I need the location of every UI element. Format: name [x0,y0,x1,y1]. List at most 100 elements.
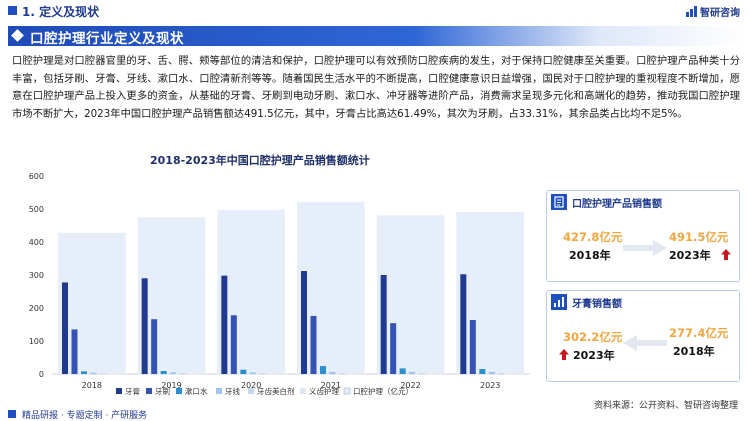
bar-漱口水-2023 [479,369,486,374]
total-bar-2018 [58,232,126,374]
card-right-year: 2023年 [669,249,711,262]
bar-牙膏-2019 [141,278,148,374]
total-bar-2023 [456,211,524,374]
card-label: 牙膏销售额 [572,298,622,310]
brand-logo-icon [686,6,697,17]
bar-牙刷-2023 [469,319,476,374]
sales-bar-chart: 0 100 200 300 400 500 600 2018 2019 2020 2021 2022 2… [29,172,530,396]
bar-漱口水-2021 [320,366,326,374]
bar-牙刷-2019 [151,319,158,374]
bar-牙膏-2021 [301,271,307,374]
bar-牙齿美白剂-2020 [259,373,266,374]
legend-label: 义齿护理 [309,386,339,396]
bar-牙膏-2018 [62,282,68,374]
document-icon [551,194,567,210]
bar-牙线-2020 [249,372,256,374]
legend-swatch [300,388,306,394]
total-bar-2022 [376,215,445,374]
total-bar-2021 [297,202,365,374]
card-left-year: 2023年 [573,349,615,362]
bar-义齿护理-2023 [507,373,514,375]
card-left-value: 427.8亿元 [563,230,623,244]
total-bar-2020 [217,209,285,374]
up-arrow-icon [721,249,731,260]
top-bar: 1. 定义及现状 智研咨询 [0,0,750,24]
legend-label: 口腔护理（亿元） [353,386,413,396]
bar-义齿护理-2022 [428,373,435,375]
bar-牙线-2023 [488,372,495,374]
bar-chart-icon [551,294,567,310]
legend-swatch [216,388,222,394]
bar-义齿护理-2021 [348,373,355,375]
card-right-value: 491.5亿元 [669,230,729,244]
legend-label: 牙刷 [155,387,170,396]
bar-漱口水-2019 [160,371,167,374]
x-tick-label: 2021 [321,381,341,390]
bar-牙刷-2018 [71,329,78,374]
card-toothpaste-sales: 牙膏销售额 302.2亿元 2023年 277.4亿元 2018年 [546,290,740,382]
x-tick-label: 2019 [161,381,181,390]
source-note: 资料来源：公开资料、智研咨询整理 [593,401,738,411]
x-tick-label: 2018 [82,381,102,390]
section-title: 1. 定义及现状 [22,5,100,19]
legend-label: 漱口水 [185,386,208,396]
y-tick-label: 200 [29,304,44,313]
x-tick-label: 2023 [480,381,500,390]
up-arrow-icon [559,349,569,360]
card-left-year: 2018年 [569,249,611,262]
bar-义齿护理-2020 [268,373,275,375]
bar-义齿护理-2019 [189,373,196,375]
legend-swatch [343,387,351,395]
page-title: 口腔护理行业定义及现状 [30,31,184,47]
bar-牙刷-2021 [310,315,317,374]
intro-paragraph: 口腔护理是对口腔器官里的牙、舌、腭、颊等部位的清洁和保护，口腔护理可以有效预防口… [12,55,740,121]
y-tick-label: 400 [29,238,44,247]
bar-漱口水-2020 [240,369,247,374]
chart-title: 2018-2023年中国口腔护理产品销售额统计 [150,154,370,167]
card-left-value: 302.2亿元 [563,330,623,344]
footer: 精品研报 · 专题定制 · 产研服务 [0,408,750,421]
total-bar-2019 [137,217,206,374]
card-header: 牙膏销售额 [547,291,739,313]
bar-牙齿美白剂-2021 [339,373,345,374]
legend-swatch [116,388,122,394]
diamond-icon [11,29,24,42]
y-tick-label: 600 [29,172,44,181]
y-tick-label: 100 [29,337,44,346]
card-label: 口腔护理产品销售额 [572,198,662,210]
legend-label: 牙膏 [125,386,140,396]
footer-text: 精品研报 · 专题定制 · 产研服务 [22,411,148,421]
card-right-value: 277.4亿元 [669,326,729,340]
bar-漱口水-2018 [81,371,87,374]
x-tick-label: 2020 [241,381,261,390]
bar-牙齿美白剂-2019 [179,373,186,374]
legend-label: 牙齿美白剂 [257,386,295,396]
card-header: 口腔护理产品销售额 [547,191,739,213]
bar-牙刷-2020 [230,315,237,374]
x-tick-label: 2022 [400,381,420,390]
bar-牙线-2018 [90,372,97,374]
bar-牙齿美白剂-2018 [100,373,106,375]
bar-牙齿美白剂-2022 [418,373,425,374]
bar-牙膏-2022 [380,275,387,374]
arrow-left-icon [623,335,667,351]
bar-牙刷-2022 [390,323,397,374]
arrow-right-icon [623,240,667,256]
bar-牙膏-2020 [221,275,228,374]
brand-name: 智研咨询 [700,8,740,19]
bar-义齿护理-2018 [109,373,116,375]
bar-牙线-2019 [170,372,177,374]
y-tick-label: 0 [39,370,44,379]
y-tick-label: 300 [29,271,44,280]
card-right-year: 2018年 [673,345,715,358]
section-icon [8,6,17,15]
bar-牙线-2022 [409,372,416,374]
bar-牙齿美白剂-2023 [498,373,505,374]
legend-swatch [248,388,254,394]
footer-icon [8,410,16,418]
card-total-sales: 口腔护理产品销售额 427.8亿元 2018年 491.5亿元 2023年 [546,190,740,282]
bar-牙线-2021 [329,372,336,374]
legend-swatch [146,388,152,394]
legend-swatch [176,388,182,394]
brand: 智研咨询 [686,4,740,19]
